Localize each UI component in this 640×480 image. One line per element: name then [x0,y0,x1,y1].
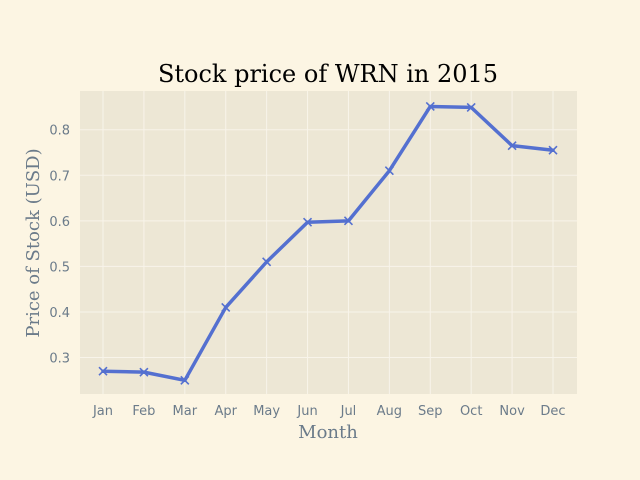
data-point-marker [98,366,108,376]
grid-lines [80,91,577,394]
data-point-marker [302,217,313,227]
y-axis-label: Price of Stock (USD) [23,148,44,337]
data-point-marker [425,101,435,112]
plot-area [80,91,577,394]
data-point-marker [262,257,272,267]
y-tick-label: 0.4 [49,306,70,321]
data-point-marker [384,166,394,176]
y-tick-labels: 0.3 0.4 0.5 0.6 0.7 0.8 [49,124,70,367]
y-tick-label: 0.8 [49,124,70,139]
y-tick-label: 0.3 [49,352,70,367]
x-tick-label: Jul [340,404,357,419]
y-tick-label: 0.5 [49,260,70,275]
y-tick-label: 0.6 [49,215,70,230]
data-point-marker [343,216,354,226]
x-tick-label: Oct [460,404,482,419]
x-tick-labels: Jan Feb Mar Apr May Jun Jul Aug Sep Oct Nov Dec [92,404,566,419]
x-tick-label: Feb [132,404,155,419]
data-point-marker [139,367,149,377]
data-point-marker [221,302,231,312]
x-tick-label: Apr [214,404,237,419]
x-tick-label: Sep [418,404,443,419]
y-tick-label: 0.7 [49,169,70,184]
data-point-marker [466,102,476,112]
x-tick-label: Mar [173,404,198,419]
data-point-marker [548,145,558,155]
x-tick-label: Aug [377,404,402,419]
x-tick-label: Nov [499,404,525,419]
series-layer [98,101,558,385]
x-tick-label: Jan [92,404,113,419]
x-tick-label: Dec [540,404,565,419]
chart-title: Stock price of WRN in 2015 [158,60,498,88]
series-line [101,104,555,383]
data-point-marker [507,141,517,151]
data-point-marker [180,375,190,385]
x-tick-label: Jun [296,404,317,419]
x-tick-label: May [253,404,280,419]
x-axis-label: Month [298,422,358,443]
